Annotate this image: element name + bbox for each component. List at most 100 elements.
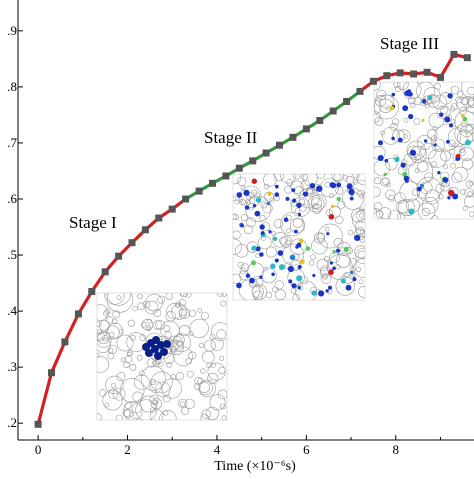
stage-ii-inset-damage bbox=[329, 214, 335, 220]
stage-ii-inset-damage bbox=[306, 246, 311, 251]
stage-ii-inset-damage bbox=[271, 273, 275, 277]
stage-ii-inset-damage bbox=[259, 276, 262, 279]
stage-ii-inset-damage bbox=[275, 192, 280, 197]
stage-ii-inset-damage bbox=[270, 264, 275, 269]
stage-ii-inset-damage bbox=[292, 199, 296, 203]
stage-ii-inset-damage bbox=[344, 247, 349, 252]
stage-iii-inset-damage bbox=[378, 140, 383, 145]
y-tick-label: .6 bbox=[7, 191, 17, 206]
stage-ii-inset-damage bbox=[348, 189, 354, 195]
stage-ii-inset-damage bbox=[353, 277, 357, 281]
stage-ii-inset-damage bbox=[332, 250, 336, 254]
data-point-marker bbox=[61, 338, 68, 345]
stage-ii-inset-damage bbox=[246, 274, 250, 278]
stage-ii-inset-damage bbox=[298, 265, 302, 269]
stage-iii-inset-damage bbox=[446, 140, 450, 144]
stage-iii-inset bbox=[367, 76, 474, 223]
annotation-stage-ii: Stage II bbox=[204, 128, 258, 147]
stage-iii-inset-damage bbox=[401, 163, 406, 168]
data-point-marker bbox=[196, 188, 203, 195]
stage-i-inset-damage bbox=[163, 340, 171, 348]
stage-ii-inset-damage bbox=[294, 230, 298, 234]
data-point-marker bbox=[316, 117, 323, 124]
stage-ii-inset-damage bbox=[316, 186, 322, 192]
stage-ii-inset-damage bbox=[299, 238, 304, 243]
stage-iii-inset-damage bbox=[378, 155, 384, 161]
stage-iii-inset-damage bbox=[461, 114, 465, 118]
y-tick-label: .7 bbox=[7, 135, 17, 150]
data-point-marker bbox=[343, 98, 350, 105]
stage-ii-inset-damage bbox=[300, 259, 305, 264]
stage-i-inset-damage bbox=[160, 348, 168, 356]
stage-ii-inset-damage bbox=[253, 204, 256, 207]
stage-ii-inset-damage bbox=[296, 243, 301, 248]
stage-ii-inset-damage bbox=[267, 192, 271, 196]
data-point-marker bbox=[437, 74, 444, 81]
x-axis-title: Time (×10⁻⁶s) bbox=[214, 459, 296, 474]
data-point-marker bbox=[115, 253, 122, 260]
stage-ii-inset-damage bbox=[252, 179, 257, 184]
stage-ii-inset-damage bbox=[275, 185, 279, 189]
stage-ii-inset-damage bbox=[330, 182, 336, 188]
data-point-marker bbox=[102, 268, 109, 275]
stage-iii-inset-damage bbox=[444, 117, 450, 123]
stage-ii-inset-damage bbox=[252, 246, 257, 251]
stage-iii-inset-damage bbox=[408, 114, 413, 119]
stage-i-inset bbox=[92, 281, 229, 427]
data-point-marker bbox=[48, 369, 55, 376]
stage-ii-inset-damage bbox=[243, 190, 249, 196]
y-tick-label: .5 bbox=[7, 247, 17, 262]
stage-ii-inset-damage bbox=[268, 230, 271, 233]
stage-ii-inset-damage bbox=[284, 217, 289, 222]
stage-ii-inset-damage bbox=[240, 224, 244, 228]
stage-ii-inset-damage bbox=[350, 271, 354, 275]
y-tick-label: .4 bbox=[7, 303, 17, 318]
data-point-marker bbox=[424, 69, 431, 76]
stage-iii-inset-damage bbox=[449, 123, 453, 127]
x-tick-label: 2 bbox=[124, 442, 131, 457]
stage-ii-inset-damage bbox=[249, 278, 255, 284]
stage-ii-inset-damage bbox=[298, 286, 301, 289]
stage-iii-inset-damage bbox=[427, 95, 432, 100]
data-point-marker bbox=[209, 180, 216, 187]
stage-ii-inset-damage bbox=[296, 203, 301, 208]
stage-ii-inset-damage bbox=[291, 283, 296, 288]
stage-ii-inset-damage bbox=[286, 197, 290, 201]
stage-iii-inset-damage bbox=[391, 137, 395, 141]
stage-iii-inset-damage bbox=[424, 139, 427, 142]
stage-ii-inset-damage bbox=[346, 285, 352, 291]
x-tick-label: 8 bbox=[393, 442, 400, 457]
stage-ii-inset-damage bbox=[350, 197, 354, 201]
stage-ii-inset-damage bbox=[298, 213, 301, 216]
stage-ii-inset bbox=[226, 168, 373, 302]
x-tick-label: 6 bbox=[303, 442, 310, 457]
stage-i-inset-damage bbox=[142, 343, 150, 351]
stage-ii-inset-damage bbox=[237, 192, 243, 198]
stage-ii-inset-damage bbox=[292, 188, 296, 192]
stage-ii-inset-damage bbox=[347, 183, 353, 189]
stage-iii-inset-damage bbox=[390, 106, 395, 111]
stage-ii-inset-damage bbox=[341, 278, 346, 283]
y-tick-label: .8 bbox=[7, 79, 17, 94]
stage-ii-inset-damage bbox=[256, 197, 261, 202]
stage-ii-inset-damage bbox=[303, 192, 308, 197]
stage-ii-inset-damage bbox=[328, 269, 334, 275]
x-tick-label: 0 bbox=[35, 442, 42, 457]
stage-iii-inset-damage bbox=[447, 93, 452, 98]
stage-iii-inset-damage bbox=[385, 159, 389, 163]
y-tick-label: .3 bbox=[7, 359, 17, 374]
data-point-marker bbox=[75, 310, 82, 317]
stage-ii-inset-damage bbox=[332, 267, 336, 271]
stage-ii-inset-damage bbox=[255, 211, 261, 217]
stage-iii-inset-damage bbox=[384, 173, 387, 176]
stage-iii-inset-damage bbox=[447, 196, 450, 199]
data-point-marker bbox=[155, 215, 162, 222]
stage-ii-inset-damage bbox=[330, 261, 333, 264]
stage-iii-inset-damage bbox=[437, 171, 440, 174]
x-tick-label: 4 bbox=[214, 442, 221, 457]
stage-ii-inset-damage bbox=[273, 237, 277, 241]
data-point-marker bbox=[303, 125, 310, 132]
data-point-marker bbox=[263, 150, 270, 157]
stage-iii-inset-damage bbox=[398, 138, 403, 143]
